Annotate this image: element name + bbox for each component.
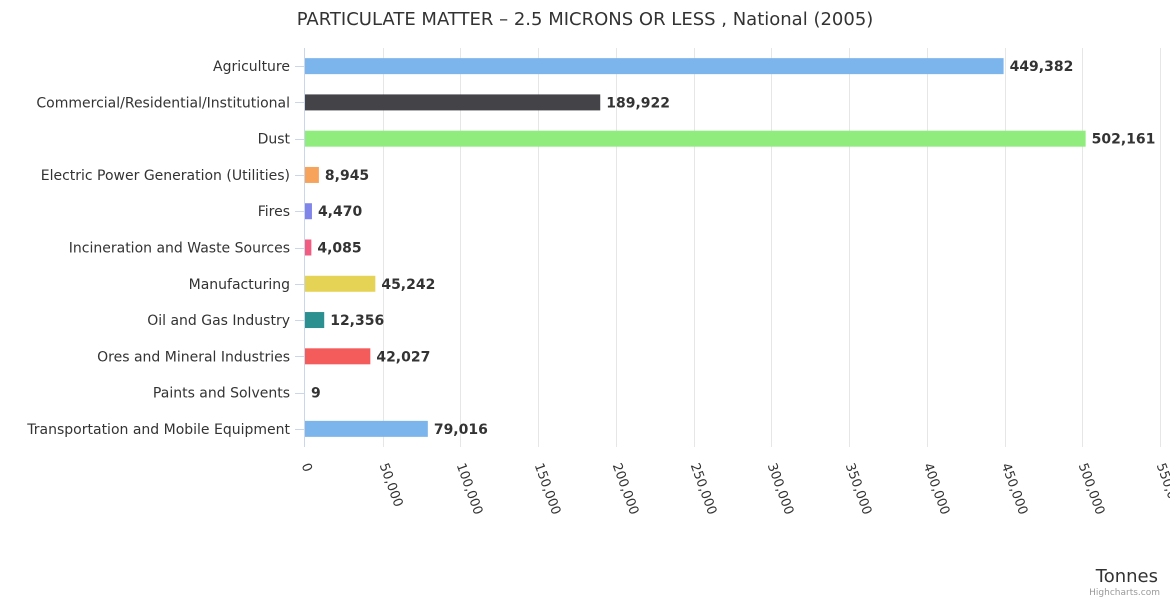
tick-label: 150,000 <box>531 461 563 517</box>
tick-label: 400,000 <box>920 461 952 517</box>
category-label: Commercial/Residential/Institutional <box>36 95 290 111</box>
category-label: Electric Power Generation (Utilities) <box>41 168 290 184</box>
tick-label: 500,000 <box>1075 461 1107 517</box>
bars <box>305 58 1086 437</box>
bar[interactable] <box>305 58 1004 75</box>
category-label: Manufacturing <box>189 277 290 293</box>
value-axis-title: Tonnes <box>1095 566 1158 587</box>
tick-label: 250,000 <box>687 461 719 517</box>
tick-label: 50,000 <box>376 461 406 509</box>
category-label: Paints and Solvents <box>153 386 290 402</box>
bar[interactable] <box>305 420 428 437</box>
tick-label: 350,000 <box>842 461 874 517</box>
chart-title: PARTICULATE MATTER – 2.5 MICRONS OR LESS… <box>297 9 874 30</box>
category-axis: Agriculture Commercial/Residential/Instit… <box>26 48 305 447</box>
tick-label: 200,000 <box>609 461 641 517</box>
bar[interactable] <box>305 94 601 111</box>
bar[interactable] <box>305 348 371 365</box>
tick-label: 100,000 <box>453 461 485 517</box>
value-axis-ticks: 0 50,000 100,000 150,000 200,000 250,000 300,0… <box>298 461 1170 517</box>
credits-link[interactable]: Highcharts.com <box>1089 588 1160 598</box>
bar[interactable] <box>305 130 1086 147</box>
tick-label: 300,000 <box>764 461 796 517</box>
data-label: 8,945 <box>325 168 369 184</box>
category-label: Incineration and Waste Sources <box>69 241 290 257</box>
category-label: Fires <box>258 204 290 220</box>
category-label: Agriculture <box>213 59 290 75</box>
data-label: 4,085 <box>317 241 361 257</box>
data-label: 4,470 <box>318 204 363 220</box>
tick-label: 0 <box>298 461 315 474</box>
bar[interactable] <box>305 166 319 183</box>
data-label: 9 <box>311 386 321 402</box>
data-labels: 449,382 189,922 502,161 8,945 4,470 4,085 45,2… <box>311 59 1155 438</box>
data-label: 42,027 <box>376 349 430 365</box>
data-label: 12,356 <box>330 313 384 329</box>
data-label: 449,382 <box>1010 59 1074 75</box>
category-label: Ores and Mineral Industries <box>97 349 290 365</box>
bar[interactable] <box>305 275 376 292</box>
category-label: Oil and Gas Industry <box>147 313 290 329</box>
data-label: 502,161 <box>1092 132 1156 148</box>
tick-label: 550,000 <box>1153 461 1170 517</box>
category-label: Transportation and Mobile Equipment <box>26 422 290 438</box>
grid-lines <box>383 48 1161 447</box>
data-label: 45,242 <box>381 277 435 293</box>
category-label: Dust <box>258 132 291 148</box>
bar[interactable] <box>305 312 325 329</box>
data-label: 189,922 <box>606 95 670 111</box>
bar[interactable] <box>305 239 312 256</box>
bar[interactable] <box>305 203 312 220</box>
tick-label: 450,000 <box>998 461 1030 517</box>
data-label: 79,016 <box>434 422 488 438</box>
